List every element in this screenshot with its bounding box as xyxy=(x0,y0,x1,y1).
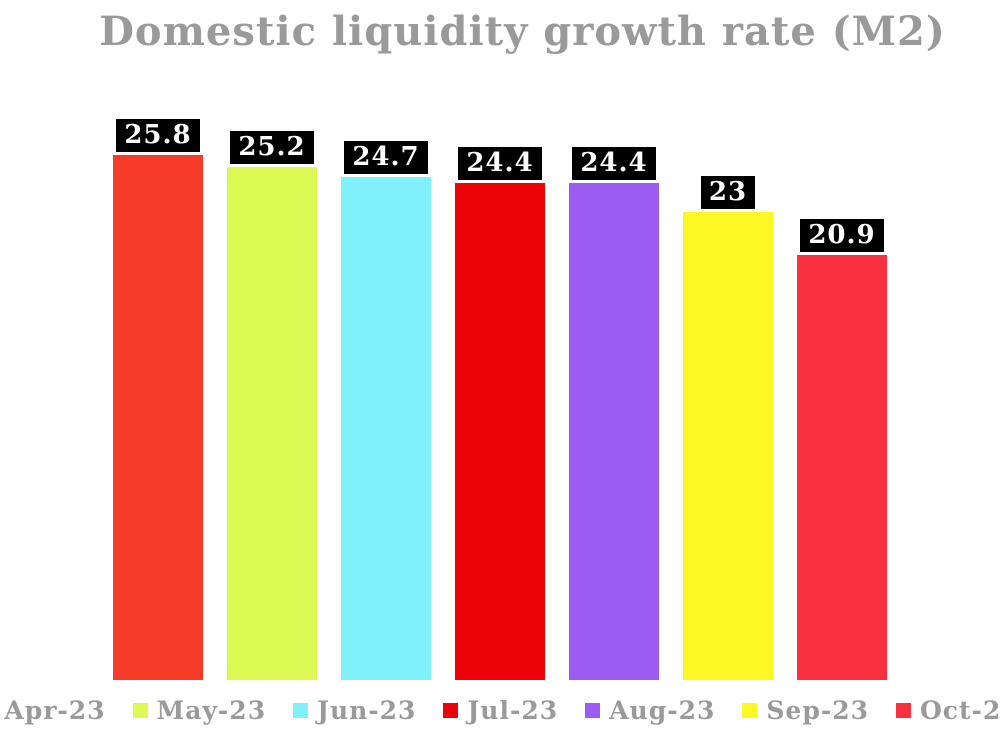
legend-swatch-icon xyxy=(443,703,459,718)
bar-group-oct-23: 20.9 xyxy=(797,219,887,680)
bar-group-jun-23: 24.7 xyxy=(341,141,431,680)
legend-item-apr-23: Apr-23 xyxy=(0,696,106,725)
bar-value-label: 24.4 xyxy=(572,147,656,180)
legend-swatch-icon xyxy=(132,703,148,718)
legend-swatch-icon xyxy=(585,703,601,718)
bar-aug-23 xyxy=(569,183,659,680)
legend-item-sep-23: Sep-23 xyxy=(742,696,869,725)
bar-jul-23 xyxy=(455,183,545,680)
bar-value-label: 20.9 xyxy=(800,219,884,252)
chart-title: Domestic liquidity growth rate (M2) xyxy=(99,8,946,55)
bar-value-label: 24.4 xyxy=(458,147,542,180)
legend-item-oct-23: Oct-23 xyxy=(895,696,1000,725)
legend-label: Jul-23 xyxy=(467,696,559,725)
bar-value-label: 24.7 xyxy=(344,141,428,174)
bar-value-label: 25.8 xyxy=(116,119,200,152)
legend-label: Apr-23 xyxy=(4,696,106,725)
legend-item-jul-23: Jul-23 xyxy=(443,696,558,725)
legend-item-may-23: May-23 xyxy=(132,696,267,725)
bar-group-may-23: 25.2 xyxy=(227,131,317,680)
bar-may-23 xyxy=(227,167,317,680)
legend-item-aug-23: Aug-23 xyxy=(585,696,715,725)
legend-label: Aug-23 xyxy=(609,696,716,725)
plot-area: 25.8 25.2 24.7 24.4 24.4 23 20.9 xyxy=(0,100,1000,680)
bar-value-label: 23 xyxy=(700,176,756,209)
legend-swatch-icon xyxy=(742,703,758,718)
legend: Apr-23 May-23 Jun-23 Jul-23 Aug-23 Sep-2… xyxy=(0,696,1000,725)
bar-group-jul-23: 24.4 xyxy=(455,147,545,680)
legend-label: Jun-23 xyxy=(317,696,417,725)
legend-swatch-icon xyxy=(293,703,309,718)
legend-label: Oct-23 xyxy=(919,696,1000,725)
legend-swatch-icon xyxy=(895,703,911,718)
legend-item-jun-23: Jun-23 xyxy=(293,696,416,725)
legend-label: Sep-23 xyxy=(766,696,869,725)
bar-oct-23 xyxy=(797,255,887,680)
bar-sep-23 xyxy=(683,212,773,680)
bar-group-sep-23: 23 xyxy=(683,176,773,680)
legend-label: May-23 xyxy=(156,696,267,725)
bar-group-apr-23: 25.8 xyxy=(113,119,203,680)
bar-jun-23 xyxy=(341,177,431,680)
bar-group-aug-23: 24.4 xyxy=(569,147,659,680)
bar-value-label: 25.2 xyxy=(230,131,314,164)
bar-apr-23 xyxy=(113,155,203,680)
